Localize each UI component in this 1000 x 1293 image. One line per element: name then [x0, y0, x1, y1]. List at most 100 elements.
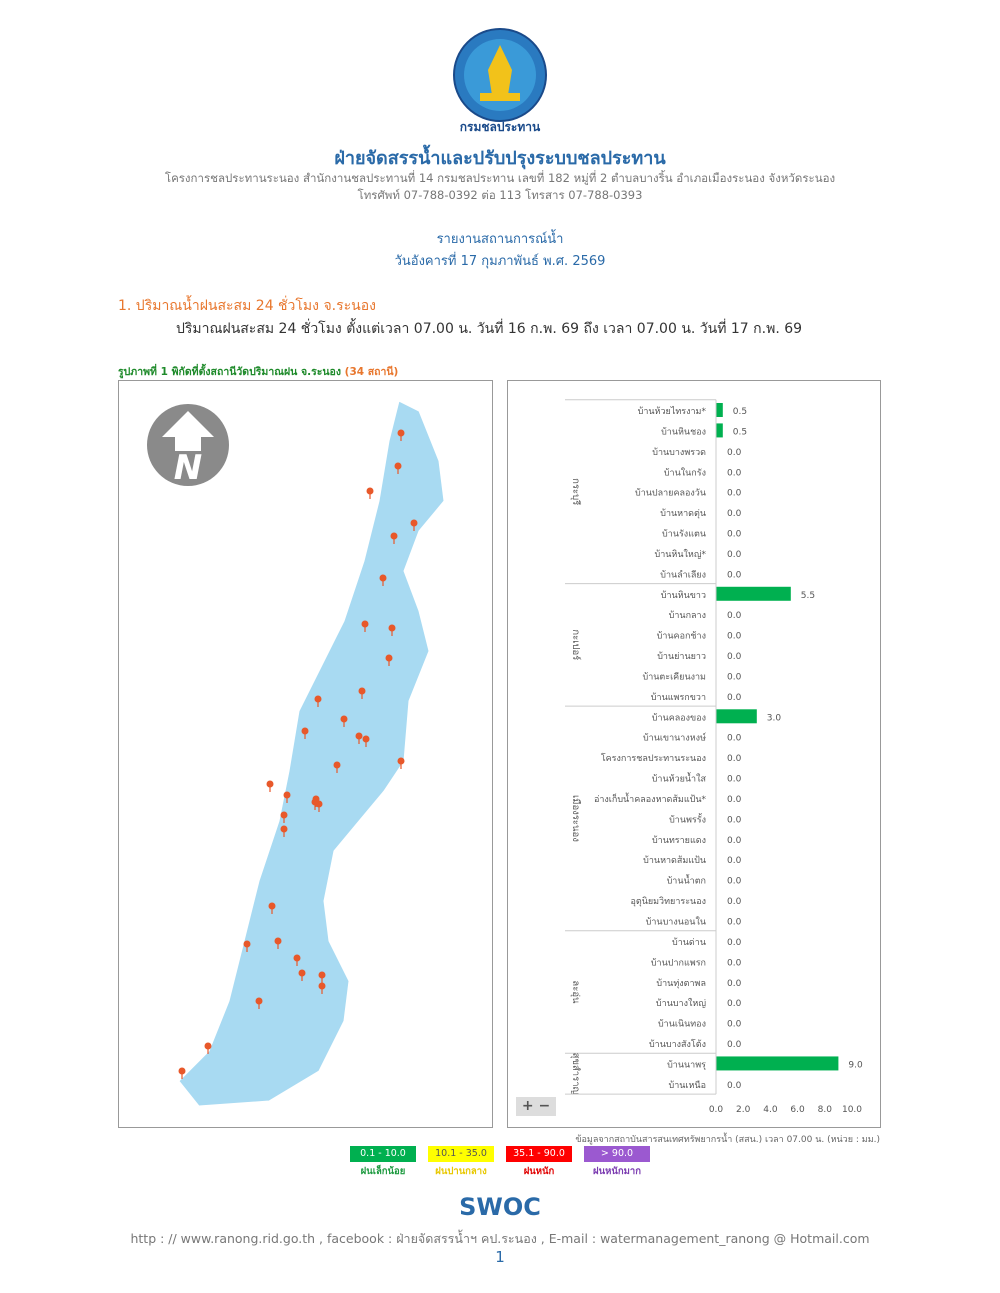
x-tick-label: 8.0 [818, 1105, 833, 1115]
station-label: บ้านเนินทอง [658, 1019, 706, 1030]
station-label: บ้านลำเลียง [660, 569, 706, 580]
station-label: บ้านบางใหญ่ [656, 998, 706, 1009]
station-marker[interactable] [397, 429, 405, 437]
station-marker[interactable] [243, 940, 251, 948]
station-marker[interactable] [358, 687, 366, 695]
station-marker[interactable] [280, 811, 288, 819]
station-label: บ้านทุ่งตาพล [656, 978, 706, 989]
rid-logo: กรมชลประทาน [453, 28, 547, 134]
value-label: 0.0 [727, 795, 742, 805]
station-marker[interactable] [293, 954, 301, 962]
station-marker[interactable] [355, 732, 363, 740]
rain-bar [716, 423, 723, 438]
station-marker[interactable] [283, 791, 291, 799]
value-label: 0.0 [727, 754, 742, 764]
station-marker[interactable] [318, 971, 326, 979]
station-label: บ้านหาดส้มแป้น [643, 855, 706, 866]
logo-text: กรมชลประทาน [460, 120, 541, 134]
value-label: 0.0 [727, 550, 742, 560]
value-label: 0.0 [727, 958, 742, 968]
rain-bar [716, 1056, 839, 1071]
rain-period: ปริมาณฝนสะสม 24 ชั่วโมง ตั้งแต่เวลา 07.0… [176, 321, 803, 337]
station-label: บ้านทรายแดง [652, 835, 706, 846]
station-marker[interactable] [315, 800, 323, 808]
station-marker[interactable] [390, 532, 398, 540]
station-marker[interactable] [204, 1042, 212, 1050]
station-map[interactable]: N + − [118, 380, 556, 1128]
station-count: (34 สถานี) [344, 366, 399, 378]
station-marker[interactable] [362, 735, 370, 743]
station-label: บ้านหินขาว [661, 590, 706, 601]
phone: โทรศัพท์ 07-788-0392 ต่อ 113 โทรสาร 07-7… [357, 188, 643, 202]
swoc-brand: SWOC [459, 1193, 541, 1221]
rain-bar [716, 403, 723, 417]
station-marker[interactable] [379, 574, 387, 582]
station-marker[interactable] [394, 462, 402, 470]
station-marker[interactable] [268, 902, 276, 910]
station-marker[interactable] [410, 519, 418, 527]
station-marker[interactable] [314, 695, 322, 703]
map-zoom-controls[interactable]: + − [516, 1097, 556, 1116]
value-label: 0.0 [727, 672, 742, 682]
data-source-note: ข้อมูลจากสถาบันสารสนเทศทรัพยากรน้ำ (สสน.… [575, 1135, 880, 1145]
station-label: บ้านปากแพรก [651, 957, 706, 968]
legend-label: ฝนเล็กน้อย [360, 1166, 406, 1177]
zoom-out-button[interactable]: − [538, 1098, 551, 1114]
province-shape [178, 400, 445, 1107]
station-label: บ้านเขานางหงษ์ [643, 732, 706, 744]
value-label: 0.0 [727, 1040, 742, 1050]
station-label: บ้านตะเคียนงาม [642, 671, 706, 682]
x-tick-label: 6.0 [790, 1105, 805, 1115]
page-title: ฝ่ายจัดสรรน้ำและปรับปรุงระบบชลประทาน [334, 148, 666, 169]
station-label: บ้านด่าน [672, 937, 706, 948]
station-marker[interactable] [318, 982, 326, 990]
address: โครงการชลประทานระนอง สำนักงานชลประทานที่… [164, 171, 836, 185]
station-label: บ้านหินใหญ่* [655, 549, 707, 560]
value-label: 0.0 [727, 1081, 742, 1091]
station-label: บ้านบางพรวด [652, 447, 706, 458]
value-label: 0.0 [727, 530, 742, 540]
station-marker[interactable] [385, 654, 393, 662]
station-marker[interactable] [366, 487, 374, 495]
station-label: บ้านหาดตุ่น [660, 508, 706, 519]
station-label: บ้านกลาง [669, 610, 706, 621]
report-date: วันอังคารที่ 17 กุมภาพันธ์ พ.ศ. 2569 [394, 254, 606, 269]
x-tick-label: 10.0 [842, 1105, 862, 1115]
station-label: บ้านในกรัง [664, 467, 706, 478]
station-marker[interactable] [333, 761, 341, 769]
value-label: 3.0 [767, 713, 782, 723]
value-label: 0.0 [727, 611, 742, 621]
legend-swatch: > 90.0 [584, 1146, 650, 1162]
station-marker[interactable] [388, 624, 396, 632]
station-marker[interactable] [397, 757, 405, 765]
station-marker[interactable] [340, 715, 348, 723]
legend-swatch: 10.1 - 35.0 [428, 1146, 494, 1162]
station-label: บ้านพรรั้ง [669, 812, 706, 825]
figure-caption: รูปภาพที่ 1 พิกัดที่ตั้งสถานีวัดปริมาณฝน… [118, 363, 398, 380]
station-label: บ้านห้วยน้ำใส [652, 772, 707, 785]
legend-swatch: 35.1 - 90.0 [506, 1146, 572, 1162]
legend-label: ฝนหนักมาก [593, 1166, 641, 1177]
station-marker[interactable] [178, 1067, 186, 1075]
station-label: บ้านนาพรุ [667, 1059, 706, 1070]
station-marker[interactable] [255, 997, 263, 1005]
station-marker[interactable] [274, 937, 282, 945]
section-heading: 1. ปริมาณน้ำฝนสะสม 24 ชั่วโมง จ.ระนอง [118, 298, 376, 314]
value-label: 0.0 [727, 448, 742, 458]
zoom-in-button[interactable]: + [521, 1098, 534, 1114]
station-marker[interactable] [301, 727, 309, 735]
value-label: 0.5 [733, 427, 747, 437]
station-marker[interactable] [266, 780, 274, 788]
station-marker[interactable] [280, 825, 288, 833]
x-tick-label: 4.0 [763, 1105, 778, 1115]
footer-contact: http : // www.ranong.rid.go.th , faceboo… [130, 1231, 870, 1246]
value-label: 0.0 [727, 734, 742, 744]
value-label: 0.0 [727, 509, 742, 519]
legend-swatch: 0.1 - 10.0 [350, 1146, 416, 1162]
station-label: บ้านปลายคลองวัน [635, 488, 706, 499]
station-marker[interactable] [298, 969, 306, 977]
x-tick-label: 2.0 [736, 1105, 751, 1115]
station-marker[interactable] [361, 620, 369, 628]
value-label: 0.0 [727, 693, 742, 703]
station-label: บ้านบางสังโต้ง [649, 1039, 706, 1050]
